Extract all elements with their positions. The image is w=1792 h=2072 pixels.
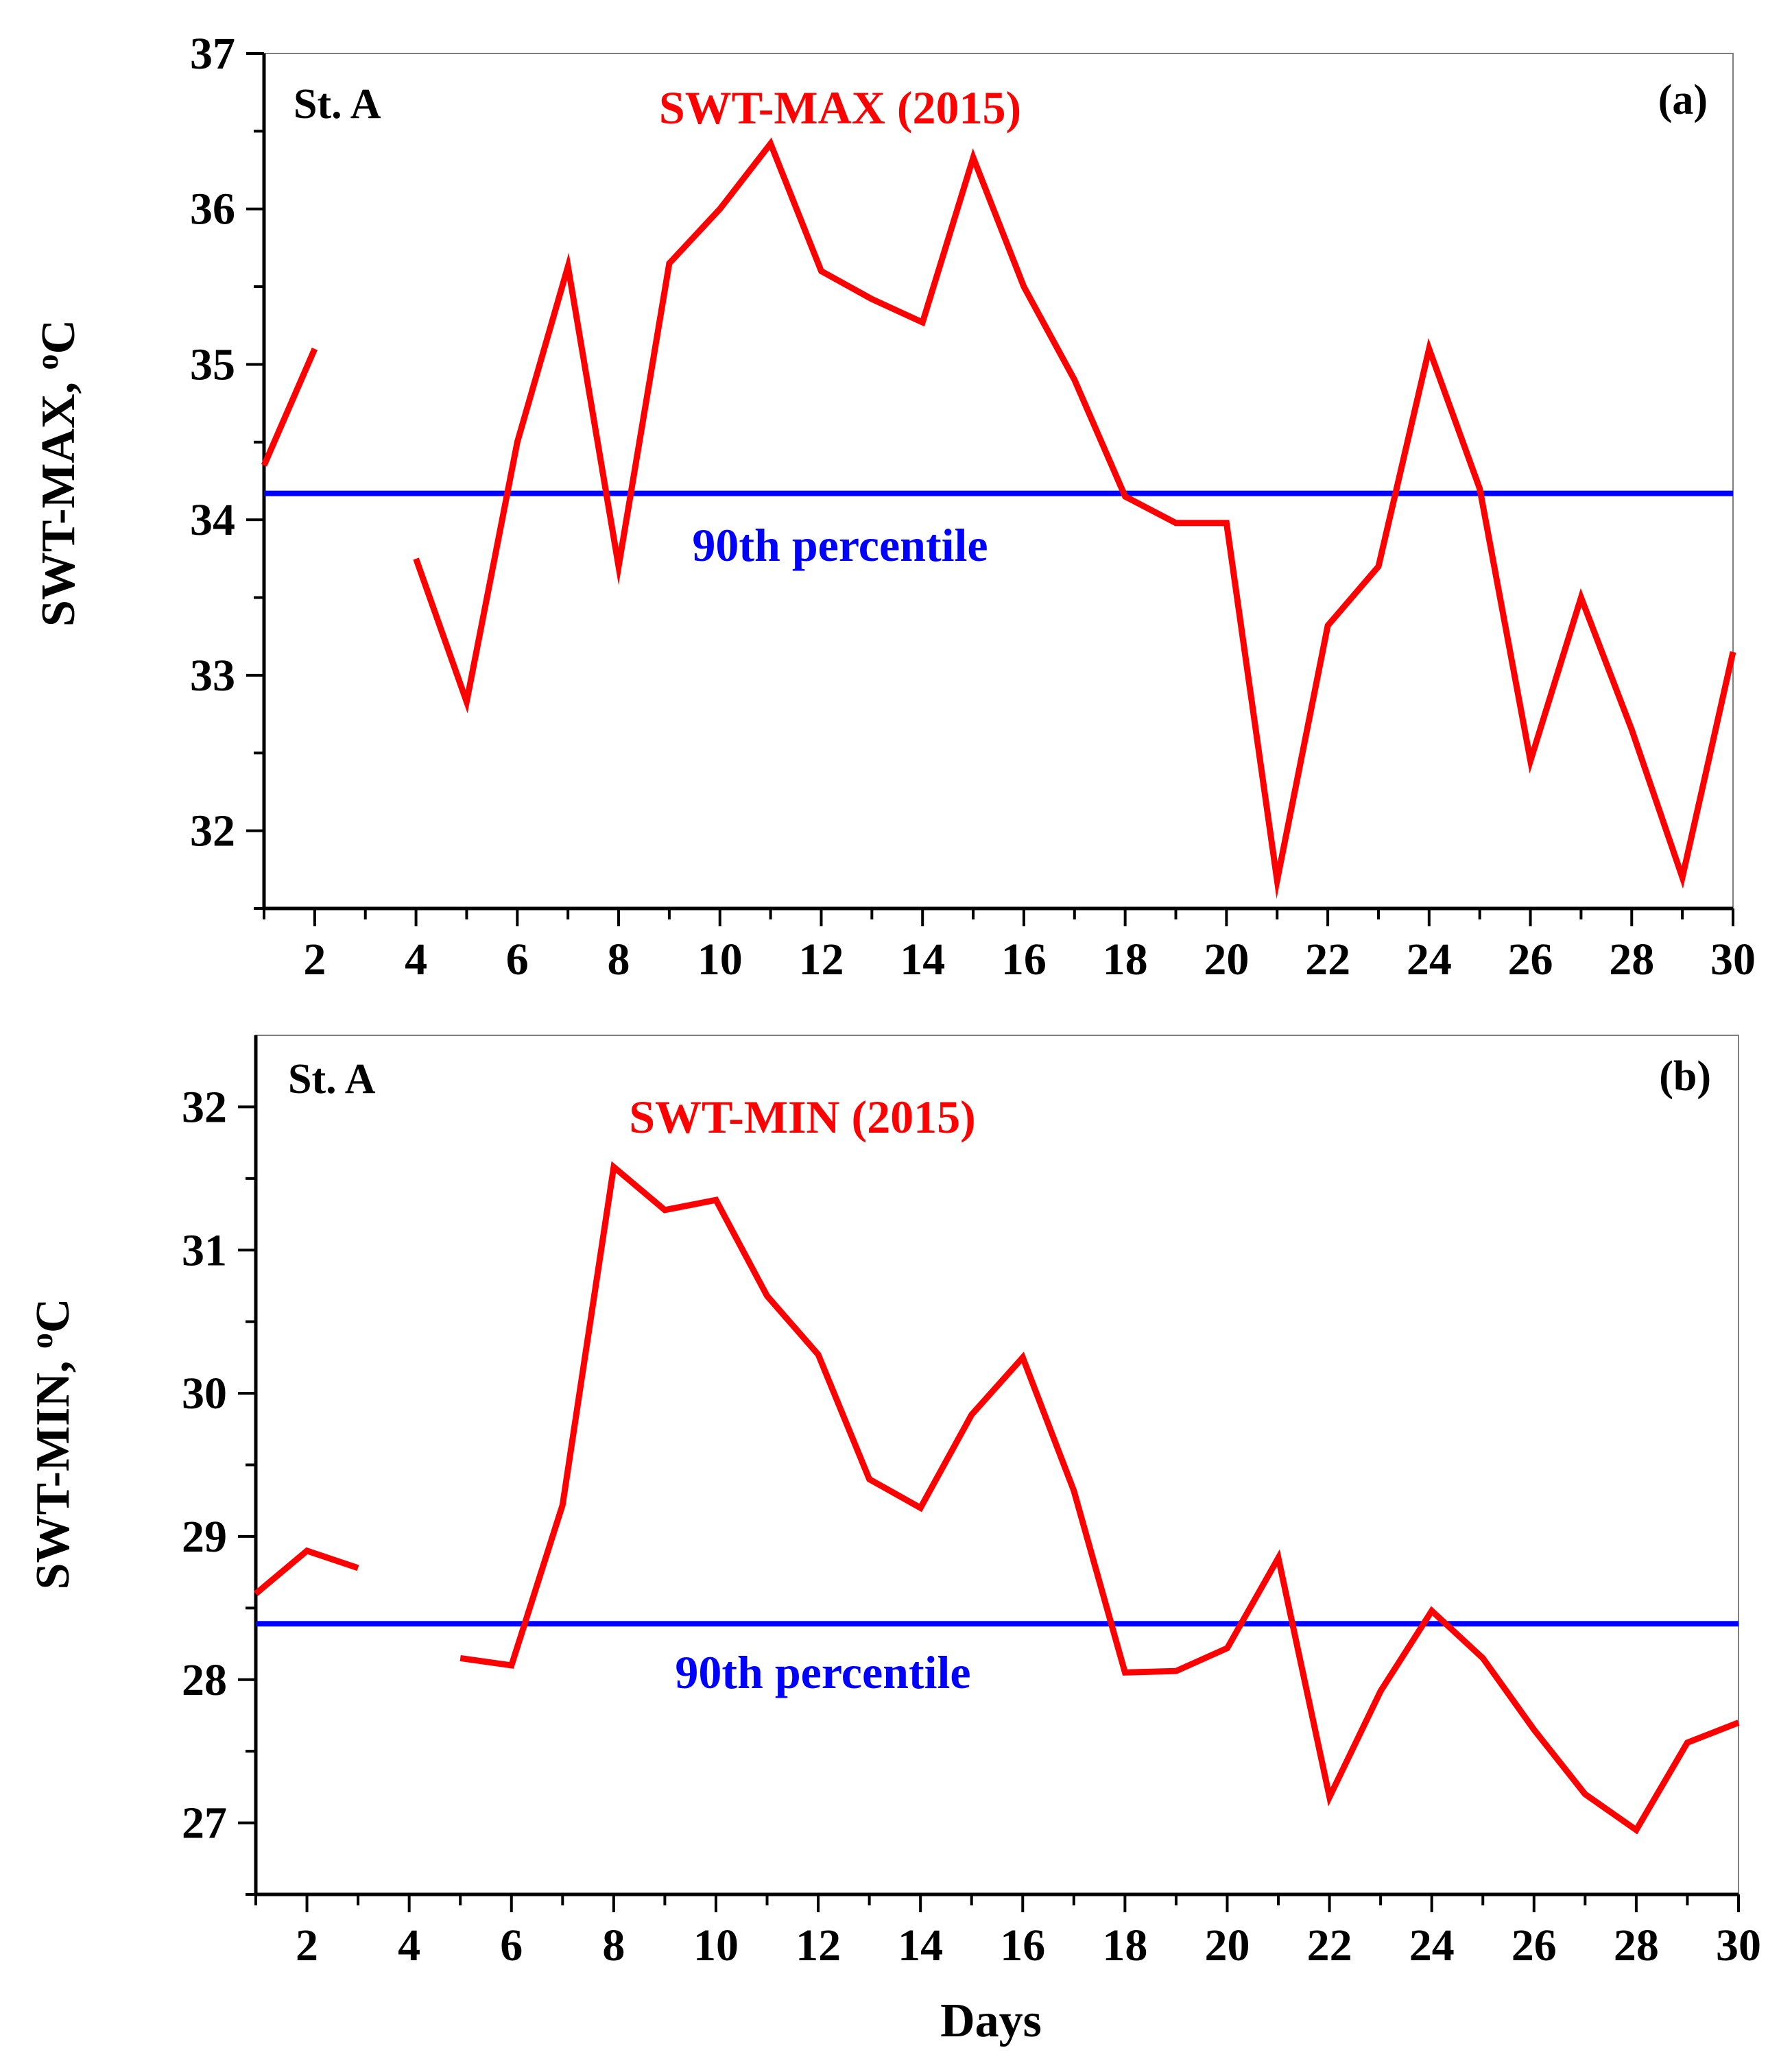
panel-b-y-tick-label: 27 <box>182 1798 227 1848</box>
panel-b-y-tick-label: 29 <box>182 1512 227 1562</box>
panel-a-x-tick-label: 24 <box>1407 935 1452 985</box>
panel-a-y-tick-label: 37 <box>190 29 235 79</box>
x-axis-title: Days <box>940 1995 1042 2047</box>
panel-a-series-line <box>261 348 318 467</box>
panel-a-x-tick-label: 4 <box>405 935 427 985</box>
panel-b-series-line <box>254 1547 359 1596</box>
panel-a-y-axis-title-text: SWT-MAX, <box>32 370 85 627</box>
panel-a-label: (a) <box>1658 77 1708 123</box>
panel-a-y-tick-label: 34 <box>190 495 235 545</box>
panel-b-x-tick-label: 28 <box>1614 1920 1659 1971</box>
panel-a-x-tick-label: 16 <box>1001 935 1047 985</box>
panel-a-series-line <box>413 137 1736 900</box>
panel-b-x-tick-label: 26 <box>1512 1920 1557 1971</box>
panel-b-swt-min: St. A SWT-MIN (2015) (b) 90th percentile… <box>24 1035 1761 2047</box>
panel-b-y-axis-title: SWT-MIN, oC <box>24 1299 80 1590</box>
panel-a-x-tick-label: 22 <box>1305 935 1350 985</box>
panel-b-x-tick-label: 16 <box>1000 1920 1045 1971</box>
panel-a-x-tick-label: 18 <box>1103 935 1148 985</box>
panel-b-y-tick-label: 30 <box>182 1369 227 1419</box>
panel-b-y-axis-title-unit: C <box>27 1299 80 1334</box>
panel-a-x-tick-label: 8 <box>608 935 630 985</box>
panel-a-y-axis-title-unit: C <box>32 320 85 354</box>
panel-a-y-axis-title: SWT-MAX, oC <box>29 320 85 627</box>
panel-a-y-tick-label: 35 <box>190 339 235 389</box>
panel-a-series-title: SWT-MAX (2015) <box>659 82 1021 134</box>
panel-b-x-tick-label: 10 <box>693 1920 739 1971</box>
panel-a-x-tick-label: 6 <box>506 935 529 985</box>
panel-b-y-axis-title-text: SWT-MIN, <box>27 1349 80 1589</box>
panel-a-x-tick-label: 30 <box>1710 935 1756 985</box>
panel-b-series-line <box>459 1161 1740 1835</box>
panel-a-x-tick-label: 14 <box>900 935 945 985</box>
panel-a-x-tick-label: 2 <box>303 935 326 985</box>
panel-b-x-tick-label: 6 <box>500 1920 523 1971</box>
panel-b-series-title: SWT-MIN (2015) <box>629 1091 976 1143</box>
panel-b-y-axis-title-degree: o <box>24 1333 59 1349</box>
panel-a-station-label: St. A <box>294 81 381 128</box>
panel-a-x-tick-label: 26 <box>1508 935 1553 985</box>
panel-a-y-tick-label: 32 <box>190 806 235 856</box>
panel-b-y-tick-label: 31 <box>182 1225 227 1275</box>
panel-a-swt-max: St. A SWT-MAX (2015) (a) 90th percentile… <box>29 29 1756 985</box>
panel-a-reference-label: 90th percentile <box>692 519 988 571</box>
panel-b-station-label: St. A <box>288 1056 376 1103</box>
panel-a-x-tick-label: 12 <box>798 935 844 985</box>
panel-b-x-tick-label: 12 <box>796 1920 841 1971</box>
panel-a-y-tick-label: 33 <box>190 651 235 701</box>
panel-b-y-tick-label: 32 <box>182 1082 227 1132</box>
panel-a-y-tick-label: 36 <box>190 184 235 234</box>
panel-b-x-tick-label: 4 <box>398 1920 420 1971</box>
panel-b-x-tick-label: 30 <box>1716 1920 1761 1971</box>
panel-b-x-tick-label: 18 <box>1102 1920 1147 1971</box>
panel-a-x-tick-label: 28 <box>1609 935 1654 985</box>
panel-b-x-tick-label: 24 <box>1409 1920 1455 1971</box>
panel-b-x-tick-label: 22 <box>1307 1920 1352 1971</box>
panel-b-x-tick-label: 14 <box>898 1920 943 1971</box>
panel-b-reference-label: 90th percentile <box>675 1646 970 1698</box>
panel-b-x-tick-label: 20 <box>1204 1920 1250 1971</box>
panel-a-y-axis-title-degree: o <box>29 354 64 370</box>
panel-a-x-tick-label: 20 <box>1204 935 1249 985</box>
panel-b-y-tick-label: 28 <box>182 1655 227 1705</box>
panel-b-label: (b) <box>1659 1053 1711 1100</box>
panel-b-x-tick-label: 8 <box>602 1920 625 1971</box>
panel-a-x-tick-label: 10 <box>697 935 743 985</box>
panel-b-x-tick-label: 2 <box>296 1920 318 1971</box>
